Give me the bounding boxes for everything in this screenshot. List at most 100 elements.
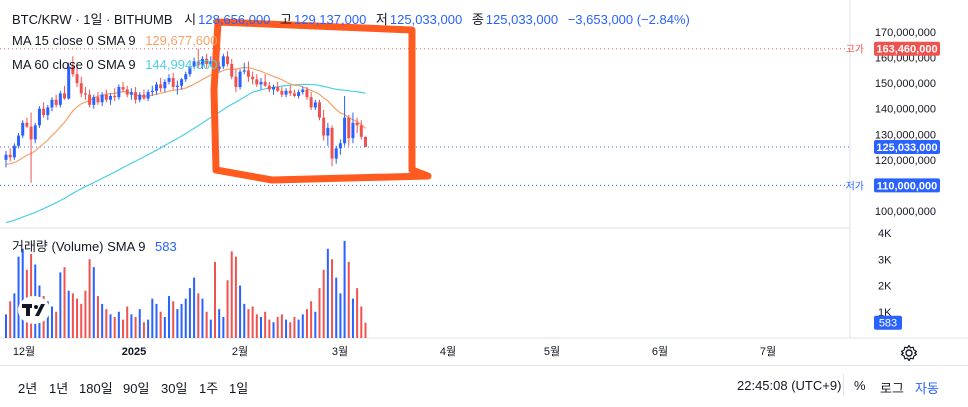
candle-body <box>251 76 255 80</box>
range-30d-button[interactable]: 30일 <box>161 381 188 396</box>
candle-body <box>297 92 301 96</box>
candle-body <box>25 122 29 127</box>
volume-tick-label: 3K <box>878 254 892 266</box>
ma60-path <box>5 83 366 224</box>
high-value: 129,137,000 <box>294 12 367 27</box>
ma60-value: 144,994,600 <box>145 57 218 72</box>
candle-body <box>96 97 100 103</box>
toolbar-divider <box>843 374 844 396</box>
volume-bar <box>347 261 350 338</box>
candle-body <box>79 83 83 94</box>
ma60-legend[interactable]: MA 60 close 0 SMA 9 144,994,600 <box>12 57 218 72</box>
volume-bar <box>55 311 58 338</box>
volume-bar <box>310 301 313 338</box>
candle-body <box>67 66 71 99</box>
candle-body <box>363 136 367 147</box>
candle-body <box>121 86 125 90</box>
gear-icon[interactable] <box>900 344 918 362</box>
low-label: 저 <box>375 12 388 27</box>
candle-body <box>46 107 50 116</box>
time-tick-label: 4월 <box>440 345 456 358</box>
candle-body <box>209 61 213 64</box>
time-tick-label: 6월 <box>652 345 668 358</box>
volume-bar <box>113 317 116 338</box>
candle-body <box>104 94 108 100</box>
volume-bar <box>96 296 99 338</box>
candle-body <box>305 89 309 98</box>
high-price-tag-label: 163,460,000 <box>876 44 937 56</box>
range-2y-button[interactable]: 2년 <box>18 381 38 396</box>
time-tick-label: 5월 <box>544 345 560 358</box>
candle-body <box>326 127 330 136</box>
candle-body <box>343 117 347 144</box>
annotation-box <box>210 18 432 184</box>
candle-body <box>292 93 296 96</box>
candle-body <box>313 102 317 108</box>
price-tick-label: 130,000,000 <box>875 129 936 141</box>
ma60-label: MA 60 close 0 SMA 9 <box>12 57 136 72</box>
time-tick-label: 7월 <box>760 345 776 358</box>
clock-timezone[interactable]: 22:45:08 (UTC+9) <box>737 378 842 393</box>
volume-bar <box>226 280 229 338</box>
candle-body <box>12 145 16 158</box>
volume-bar <box>289 322 292 338</box>
price-tick-label: 170,000,000 <box>875 27 936 39</box>
volume-bar <box>168 296 171 338</box>
ma15-legend[interactable]: MA 15 close 0 SMA 9 129,677,600 <box>12 33 218 48</box>
candle-body <box>159 84 163 89</box>
range-180d-button[interactable]: 180일 <box>79 381 113 396</box>
volume-bar <box>9 301 12 338</box>
candle-body <box>113 95 117 98</box>
volume-bar <box>243 303 246 338</box>
candle-body <box>234 76 238 87</box>
volume-bars <box>5 240 367 338</box>
volume-legend[interactable]: 거래량 (Volume) SMA 9 583 <box>12 236 177 255</box>
volume-bar <box>276 317 279 338</box>
volume-bar <box>326 248 329 338</box>
volume-bar <box>142 322 145 338</box>
volume-bar <box>122 319 125 338</box>
candle-body <box>109 95 112 100</box>
range-90d-button[interactable]: 90일 <box>123 381 150 396</box>
volume-bar <box>80 303 83 338</box>
candle-body <box>347 117 351 139</box>
ma60-line <box>5 83 366 224</box>
volume-bar <box>193 277 196 338</box>
candle-body <box>196 61 200 66</box>
time-tick-label: 12월 <box>13 345 35 358</box>
volume-bar <box>159 311 162 338</box>
candle-body <box>276 86 280 91</box>
volume-bar <box>134 317 137 338</box>
volume-bar <box>343 240 346 338</box>
log-toggle[interactable]: 로그 <box>880 381 904 396</box>
candle-body <box>263 81 267 86</box>
high-price-tag <box>874 41 940 56</box>
range-1y-button[interactable]: 1년 <box>49 381 69 396</box>
volume-bar <box>264 311 267 338</box>
candle-body <box>175 85 179 87</box>
volume-bar <box>5 314 7 338</box>
bottom-toolbar: 2년 1년 180일 90일 30일 1주 1일 22:45:08 (UTC+9… <box>0 365 968 407</box>
candle-body <box>146 92 150 99</box>
candle-body <box>150 90 154 93</box>
candle-body <box>259 81 263 85</box>
ma15-value: 129,677,600 <box>145 33 218 48</box>
volume-bar <box>130 314 133 338</box>
auto-toggle[interactable]: 자동 <box>915 381 939 396</box>
price-tick-label: 100,000,000 <box>875 206 936 218</box>
price-tick-label: 140,000,000 <box>875 104 936 116</box>
candle-body <box>8 154 12 158</box>
candle-body <box>75 74 79 84</box>
volume-bar <box>234 256 237 338</box>
tv-logo-icon <box>22 304 45 316</box>
tradingview-logo[interactable] <box>18 296 50 324</box>
volume-bar <box>280 314 283 338</box>
percent-toggle[interactable]: % <box>854 378 866 393</box>
symbol-title[interactable]: BTC/KRW · 1일 · BITHUMB <box>12 12 173 27</box>
range-1d-button[interactable]: 1일 <box>229 381 249 396</box>
price-tick-label: 120,000,000 <box>875 155 936 167</box>
range-1w-button[interactable]: 1주 <box>199 381 219 396</box>
candle-body <box>54 99 58 105</box>
time-tick-label: 2025 <box>122 346 146 358</box>
